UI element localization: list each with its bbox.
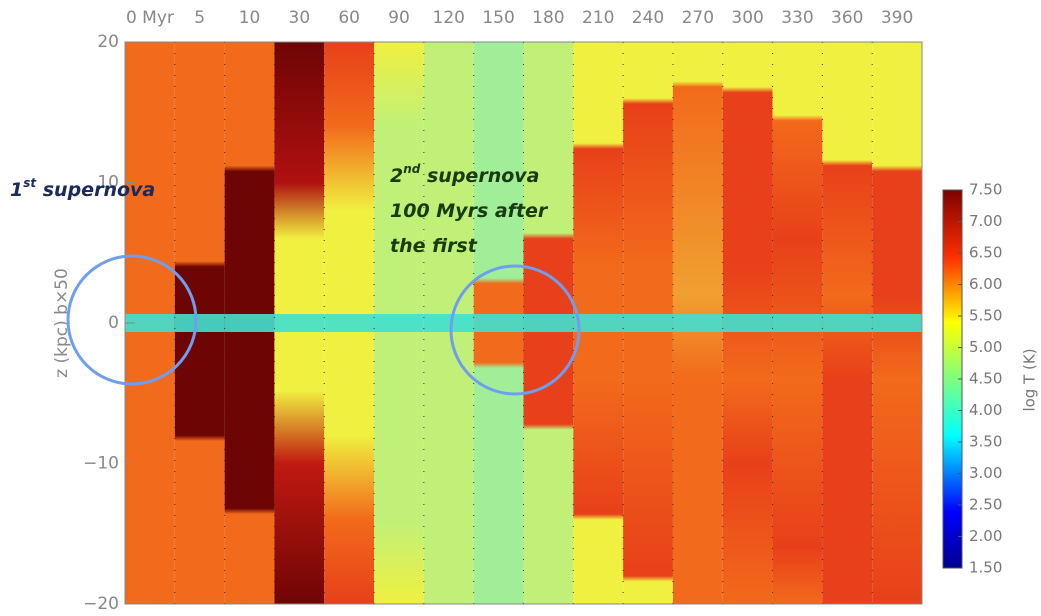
midplane [573,314,624,332]
midplane [822,314,873,332]
y-tick-label: −10 [83,454,119,474]
x-tick-label: 210 [582,8,614,28]
colorbar-tick-label: 4.50 [969,370,1002,388]
highlight-circle [449,264,581,396]
colorbar-tick-label: 1.50 [969,559,1002,577]
x-tick-label: 240 [632,8,664,28]
midplane [423,314,474,332]
midplane [473,314,524,332]
annotation: 1st supernova [10,176,155,201]
y-tick-label: 10 [97,173,119,193]
colorbar-tick-label: 3.00 [969,464,1002,482]
midplane [324,314,375,332]
x-tick-label: 0 Myr [126,8,174,28]
x-tick-label: 180 [532,8,564,28]
midplane [374,314,424,332]
midplane [125,314,175,332]
x-tick-label: 270 [682,8,714,28]
x-tick-label: 150 [482,8,514,28]
midplane [672,314,723,332]
x-tick-label: 10 [239,8,261,28]
x-tick-label: 90 [388,8,410,28]
midplane [722,314,773,332]
colorbar-tick-label: 5.50 [969,307,1002,325]
x-tick-label: 5 [194,8,205,28]
annotation: 2nd supernova 100 Myrs after the first [390,162,549,257]
y-tick-label: −20 [83,594,119,612]
colorbar-tick-label: 2.00 [969,527,1002,545]
colorbar-tick-label: 4.00 [969,401,1002,419]
colorbar-tick-label: 6.50 [969,244,1002,262]
x-tick-label: 60 [338,8,360,28]
colorbar-tick-label: 7.00 [969,212,1002,230]
midplane [772,314,823,332]
y-axis-label: z (kpc) b×50 [52,268,72,378]
colorbar-tick-label: 5.00 [969,338,1002,356]
x-tick-label: 360 [831,8,863,28]
y-tick-label: 0 [108,313,119,333]
midplane [174,314,225,332]
x-tick-label: 390 [881,8,913,28]
colorbar-tick-label: 3.50 [969,433,1002,451]
x-tick-label: 300 [731,8,763,28]
midplane [224,314,275,332]
colorbar-tick-label: 6.00 [969,275,1002,293]
midplane [623,314,673,332]
midplane [274,314,325,332]
colorbar-label: log T (K) [1021,348,1039,411]
y-tick-label: 20 [97,32,119,52]
x-tick-label: 120 [433,8,465,28]
x-tick-label: 330 [781,8,813,28]
midplane [523,314,574,332]
colorbar-tick-label: 2.50 [969,496,1002,514]
colorbar-tick-label: 7.50 [969,181,1002,199]
midplane [872,314,922,332]
x-tick-label: 30 [289,8,311,28]
highlight-circle [66,254,198,386]
